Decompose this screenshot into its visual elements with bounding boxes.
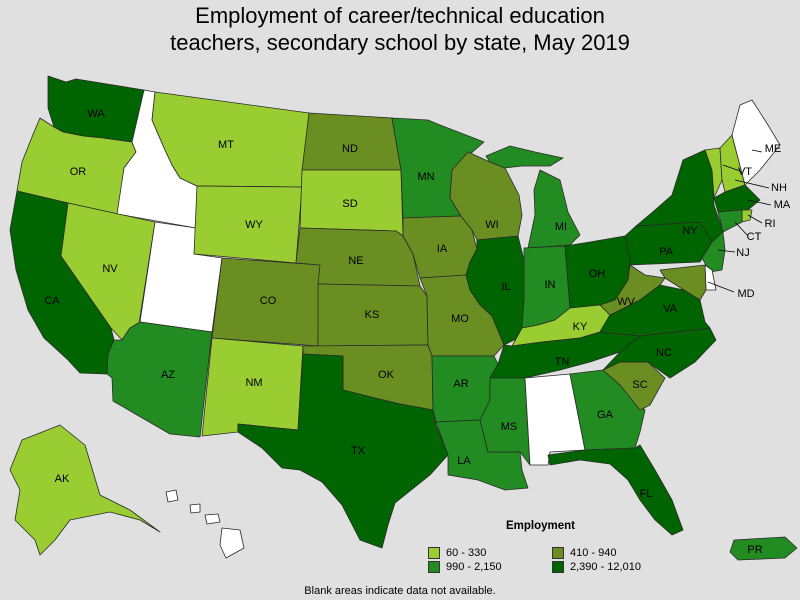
state-label-sc: SC (632, 379, 647, 391)
state-nd[interactable] (301, 112, 402, 171)
state-label-oh: OH (589, 268, 606, 280)
footnote: Blank areas indicate data not available. (304, 585, 496, 597)
state-fl[interactable] (547, 444, 684, 536)
state-label-mt: MT (218, 139, 234, 151)
state-label-wy: WY (245, 219, 263, 231)
legend-item-2390-12010: 2,390 - 12,010 (552, 561, 641, 573)
leader-lines (707, 149, 772, 293)
legend-swatch (552, 547, 564, 559)
label-leader-line (747, 199, 772, 206)
state-nj[interactable] (701, 231, 726, 273)
legend-swatch (428, 561, 440, 573)
state-label-ia: IA (437, 243, 448, 255)
legend-title: Employment (506, 520, 576, 532)
state-label-ct: CT (747, 231, 762, 243)
state-ct[interactable] (717, 209, 743, 233)
map-title: Employment of career/technical education… (0, 0, 800, 56)
state-label-mn: MN (417, 171, 434, 183)
state-label-nc: NC (656, 347, 672, 359)
state-label-tn: TN (555, 356, 570, 368)
title-line-2: teachers, secondary school by state, May… (170, 30, 630, 55)
state-wi[interactable] (449, 151, 523, 241)
label-leader-line (747, 214, 763, 224)
state-label-md: MD (737, 288, 754, 300)
state-ak[interactable] (9, 424, 161, 556)
state-label-va: VA (663, 303, 678, 315)
state-label-il: IL (501, 281, 510, 293)
state-label-me: ME (765, 143, 782, 155)
legend-item-60-330: 60 - 330 (428, 547, 486, 559)
state-label-ga: GA (597, 409, 614, 421)
state-label-wv: WV (617, 296, 635, 308)
state-label-pa: PA (659, 246, 674, 258)
state-label-sd: SD (342, 198, 357, 210)
legend-label: 990 - 2,150 (446, 561, 502, 573)
label-leader-line (722, 164, 741, 172)
state-tx[interactable] (237, 353, 449, 549)
state-label-nh: NH (771, 182, 787, 194)
state-label-co: CO (260, 295, 277, 307)
state-label-nj: NJ (736, 247, 749, 259)
state-ma[interactable] (713, 184, 761, 213)
state-label-nv: NV (102, 263, 118, 275)
state-az[interactable] (106, 321, 213, 438)
state-label-in: IN (545, 279, 556, 291)
state-label-ri: RI (765, 218, 776, 230)
state-label-pr: PR (747, 544, 762, 556)
legend-swatch (552, 561, 564, 573)
state-md[interactable] (659, 264, 707, 301)
title-line-1: Employment of career/technical education (195, 3, 605, 28)
state-label-nm: NM (245, 377, 262, 389)
state-hi[interactable] (165, 489, 245, 559)
legend-swatch (428, 547, 440, 559)
state-label-vt: VT (738, 166, 752, 178)
state-label-la: LA (457, 455, 471, 467)
legend-label: 60 - 330 (446, 547, 487, 559)
legend-label: 410 - 940 (570, 547, 617, 559)
state-wv[interactable] (599, 264, 666, 316)
label-leader-line (717, 249, 736, 253)
state-label-nd: ND (342, 143, 358, 155)
legend-label: 2,390 - 12,010 (570, 561, 641, 573)
state-label-ak: AK (55, 473, 70, 485)
state-pa[interactable] (624, 221, 713, 266)
state-vt[interactable] (704, 147, 723, 199)
state-label-ky: KY (573, 321, 588, 333)
state-label-ks: KS (365, 309, 380, 321)
state-label-ne: NE (348, 255, 363, 267)
state-me[interactable] (731, 99, 781, 186)
legend-item-410-940: 410 - 940 (552, 547, 616, 559)
state-shapes (9, 75, 798, 561)
state-label-ok: OK (378, 369, 395, 381)
state-label-fl: FL (640, 488, 653, 500)
state-label-ma: MA (774, 199, 791, 211)
state-pr[interactable] (729, 536, 798, 561)
state-nc[interactable] (602, 327, 717, 379)
state-label-ca: CA (44, 295, 60, 307)
state-label-tx: TX (351, 445, 366, 457)
state-label-az: AZ (161, 369, 175, 381)
state-label-mi: MI (555, 221, 567, 233)
state-label-or: OR (70, 166, 87, 178)
label-leader-line (751, 149, 763, 153)
state-labels: WA OR CA NV AZ MT WY CO NM ND SD NE KS OK TX MN IA MO AR LA… (44, 108, 791, 556)
label-leader-line (707, 281, 735, 293)
state-label-mo: MO (451, 313, 469, 325)
state-label-wi: WI (485, 219, 498, 231)
state-label-wa: WA (87, 108, 105, 120)
state-label-ms: MS (501, 421, 518, 433)
state-label-ny: NY (682, 225, 698, 237)
legend-item-990-2150: 990 - 2,150 (428, 561, 502, 573)
state-label-ar: AR (453, 378, 468, 390)
label-leader-line (734, 179, 770, 189)
label-leader-line (734, 221, 749, 237)
